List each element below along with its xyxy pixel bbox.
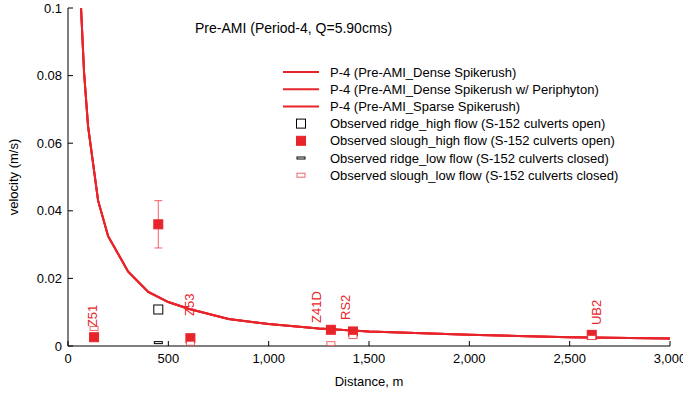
y-tick [68,210,73,211]
x-tick [68,341,69,346]
chart: 0 0.02 0.04 0.06 0.08 0.1 0 500 1,000 1,500 2,000 2… [0,0,683,394]
legend: P-4 (Pre-AMI_Dense Spikerush) P-4 (Pre-AM… [283,65,618,183]
annotation: UB2 [589,300,604,325]
data-point [186,341,194,345]
legend-swatch [297,119,306,128]
y-tick-label: 0 [55,339,62,354]
x-tick-label: 2,000 [453,351,486,366]
y-tick-label: 0.06 [37,136,62,151]
x-tick [469,341,470,346]
annotation: Z53 [182,294,197,316]
legend-label: Observed ridge_high flow (S-152 culverts… [330,116,605,131]
x-tick [168,341,169,346]
data-point [587,330,596,339]
legend-swatch [283,105,319,107]
error-bar [154,201,162,248]
series-line [81,8,670,339]
page: {"chart_data": { "type": "scatter", "tit… [0,0,683,394]
y-tick [68,75,73,76]
error-bar-cap [154,247,162,248]
legend-label: P-4 (Pre-AMI_Dense Spikerush) [330,65,516,80]
x-tick [268,341,269,346]
x-tick [369,341,370,346]
data-point [349,335,357,339]
annotation: Z41D [309,291,324,323]
data-point [154,305,163,314]
data-point [326,325,335,334]
x-tick-label: 1,500 [353,351,386,366]
legend-swatch [297,136,306,145]
y-axis-line [68,8,69,346]
annotation: Z51 [85,305,100,327]
chart-title: Pre-AMI (Period-4, Q=5.90cms) [195,20,392,36]
legend-label: P-4 (Pre-AMI_Dense Spikerush w/ Periphyt… [330,82,599,97]
y-axis-label: velocity (m/s) [6,139,21,216]
y-tick [68,278,73,279]
data-point [154,220,163,229]
y-tick-label: 0.04 [37,203,62,218]
legend-label: Observed ridge_low flow (S-152 culverts … [330,151,609,166]
error-bar-cap [154,200,162,201]
y-tick-label: 0.08 [37,68,62,83]
x-tick [670,341,671,346]
x-tick-label: 500 [157,351,179,366]
legend-swatch [297,173,305,177]
data-point [154,342,162,344]
legend-swatch [283,88,319,90]
x-tick-label: 0 [64,351,71,366]
legend-swatch [297,157,305,159]
data-point [90,333,99,342]
y-tick [68,8,73,9]
legend-label: Observed slough_low flow (S-152 culverts… [330,168,618,183]
x-axis-label: Distance, m [335,374,404,389]
series-line [81,8,670,339]
data-point [327,342,335,346]
data-point [588,336,596,340]
plot-marks [81,8,670,346]
x-tick-label: 3,000 [654,351,683,366]
legend-swatch [283,71,319,73]
x-tick-label: 1,000 [252,351,285,366]
series-line [81,8,670,339]
y-tick-label: 0.02 [37,271,62,286]
x-tick-label: 2,500 [553,351,586,366]
y-tick-label: 0.1 [44,1,62,16]
x-tick [569,341,570,346]
annotation: RS2 [338,295,353,320]
y-tick [68,143,73,144]
y-tick [68,346,73,347]
legend-label: Observed slough_high flow (S-152 culvert… [330,133,615,148]
legend-label: P-4 (Pre-AMI_Sparse Spikerush) [330,99,520,114]
